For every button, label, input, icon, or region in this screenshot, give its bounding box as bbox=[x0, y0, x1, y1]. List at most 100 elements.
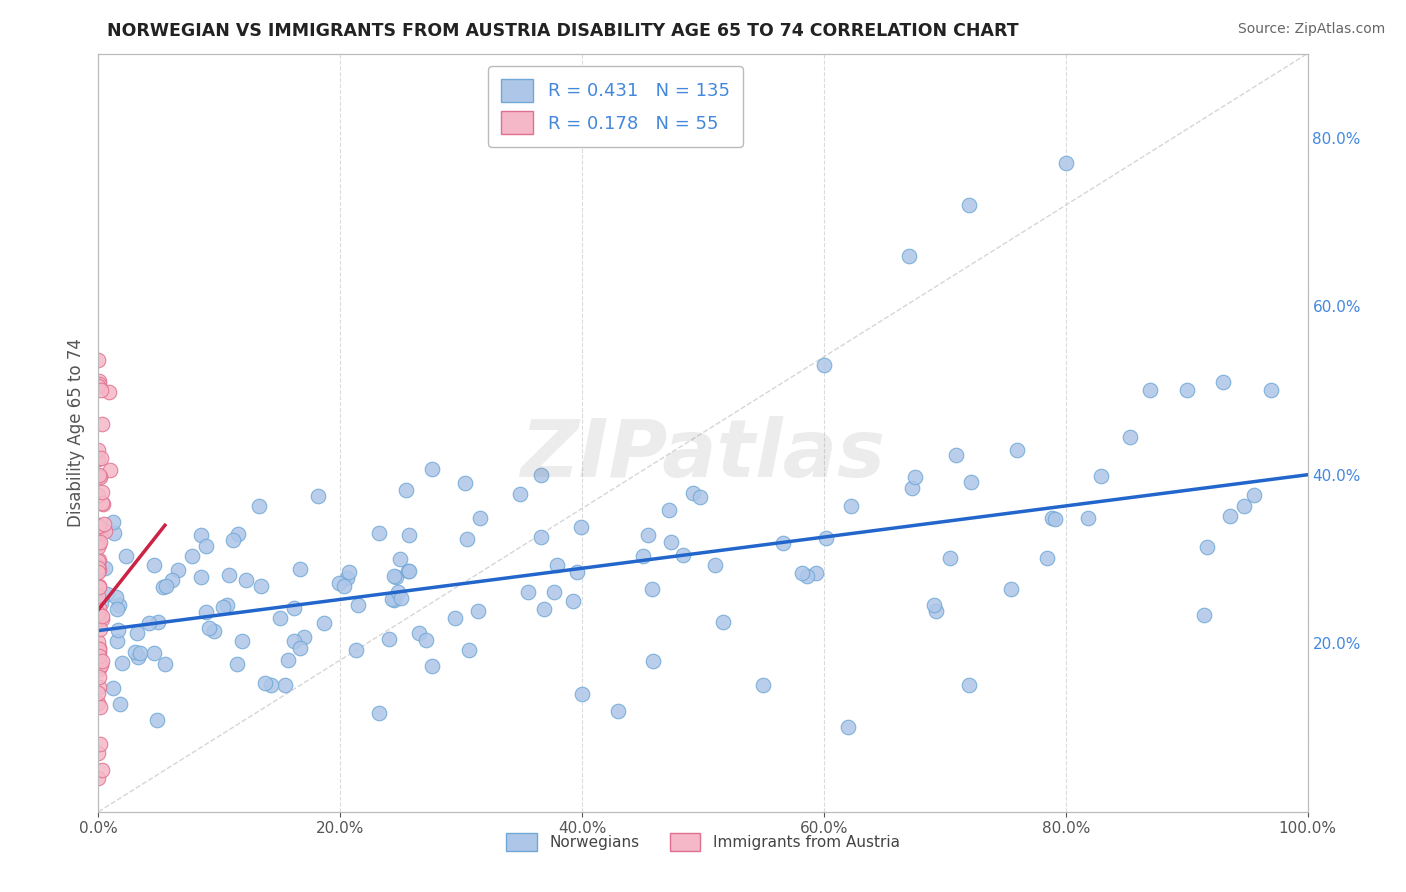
Point bbox=[87, 611, 110, 625]
Point bbox=[89, 469, 111, 483]
Point bbox=[607, 704, 630, 718]
Point bbox=[897, 249, 920, 263]
Point bbox=[107, 623, 129, 637]
Point bbox=[87, 518, 110, 533]
Point bbox=[94, 524, 117, 538]
Point bbox=[631, 549, 654, 563]
Text: Source: ZipAtlas.com: Source: ZipAtlas.com bbox=[1237, 22, 1385, 37]
Point bbox=[103, 525, 125, 540]
Point bbox=[127, 626, 149, 640]
Point bbox=[146, 714, 169, 728]
Point bbox=[115, 549, 138, 563]
Point bbox=[387, 585, 409, 599]
Y-axis label: Disability Age 65 to 74: Disability Age 65 to 74 bbox=[66, 338, 84, 527]
Point bbox=[378, 632, 401, 647]
Point bbox=[87, 653, 110, 667]
Point bbox=[260, 677, 283, 691]
Point bbox=[444, 610, 467, 624]
Point bbox=[87, 565, 110, 579]
Point bbox=[218, 567, 240, 582]
Point bbox=[90, 384, 112, 398]
Point bbox=[167, 563, 190, 577]
Point bbox=[235, 573, 257, 587]
Point bbox=[105, 602, 128, 616]
Point bbox=[87, 640, 110, 655]
Point bbox=[813, 358, 835, 372]
Point bbox=[637, 528, 659, 542]
Point bbox=[398, 528, 420, 542]
Point bbox=[105, 590, 128, 604]
Point bbox=[283, 634, 305, 648]
Text: NORWEGIAN VS IMMIGRANTS FROM AUSTRIA DISABILITY AGE 65 TO 74 CORRELATION CHART: NORWEGIAN VS IMMIGRANTS FROM AUSTRIA DIS… bbox=[107, 22, 1018, 40]
Point bbox=[138, 615, 160, 630]
Point bbox=[312, 616, 335, 631]
Point bbox=[87, 552, 110, 566]
Point bbox=[389, 591, 412, 606]
Point bbox=[1054, 156, 1077, 170]
Point bbox=[87, 488, 110, 502]
Point bbox=[87, 590, 110, 604]
Point bbox=[87, 580, 110, 594]
Point bbox=[111, 657, 134, 671]
Legend: Norwegians, Immigrants from Austria: Norwegians, Immigrants from Austria bbox=[501, 827, 905, 857]
Point bbox=[87, 670, 110, 684]
Point bbox=[571, 687, 593, 701]
Point bbox=[837, 721, 859, 735]
Point bbox=[336, 571, 359, 585]
Point bbox=[1192, 608, 1215, 623]
Point bbox=[194, 539, 217, 553]
Point bbox=[89, 607, 111, 621]
Point bbox=[231, 633, 253, 648]
Point bbox=[567, 565, 589, 579]
Point bbox=[190, 528, 212, 542]
Point bbox=[337, 565, 360, 579]
Point bbox=[90, 609, 112, 624]
Point bbox=[1040, 511, 1063, 525]
Point bbox=[87, 540, 110, 554]
Point bbox=[87, 559, 110, 574]
Point bbox=[253, 675, 276, 690]
Point bbox=[89, 377, 111, 392]
Point bbox=[277, 652, 299, 666]
Point bbox=[347, 598, 370, 612]
Point bbox=[269, 611, 291, 625]
Point bbox=[87, 680, 110, 694]
Point bbox=[1090, 469, 1112, 483]
Point bbox=[247, 499, 270, 513]
Point bbox=[155, 579, 177, 593]
Point bbox=[689, 491, 711, 505]
Point bbox=[1000, 582, 1022, 597]
Point bbox=[1077, 510, 1099, 524]
Point bbox=[87, 452, 110, 467]
Point bbox=[530, 530, 553, 544]
Point bbox=[225, 657, 247, 671]
Point bbox=[420, 658, 443, 673]
Point bbox=[91, 484, 114, 499]
Point bbox=[703, 558, 725, 572]
Point bbox=[1212, 375, 1234, 389]
Point bbox=[1243, 488, 1265, 502]
Point bbox=[87, 606, 110, 620]
Point bbox=[283, 600, 305, 615]
Point bbox=[226, 526, 249, 541]
Point bbox=[1195, 540, 1218, 554]
Point bbox=[682, 486, 704, 500]
Point bbox=[148, 615, 170, 630]
Point bbox=[274, 677, 297, 691]
Point bbox=[108, 697, 131, 711]
Point bbox=[1005, 443, 1028, 458]
Point bbox=[389, 551, 412, 566]
Point bbox=[89, 737, 111, 751]
Point bbox=[533, 602, 555, 616]
Point bbox=[90, 496, 112, 510]
Point bbox=[89, 579, 111, 593]
Point bbox=[960, 475, 983, 490]
Point bbox=[89, 469, 111, 483]
Point bbox=[87, 537, 110, 551]
Point bbox=[190, 569, 212, 583]
Point bbox=[470, 510, 492, 524]
Point bbox=[543, 585, 565, 599]
Point bbox=[87, 378, 110, 392]
Point bbox=[89, 641, 111, 656]
Point bbox=[841, 499, 863, 513]
